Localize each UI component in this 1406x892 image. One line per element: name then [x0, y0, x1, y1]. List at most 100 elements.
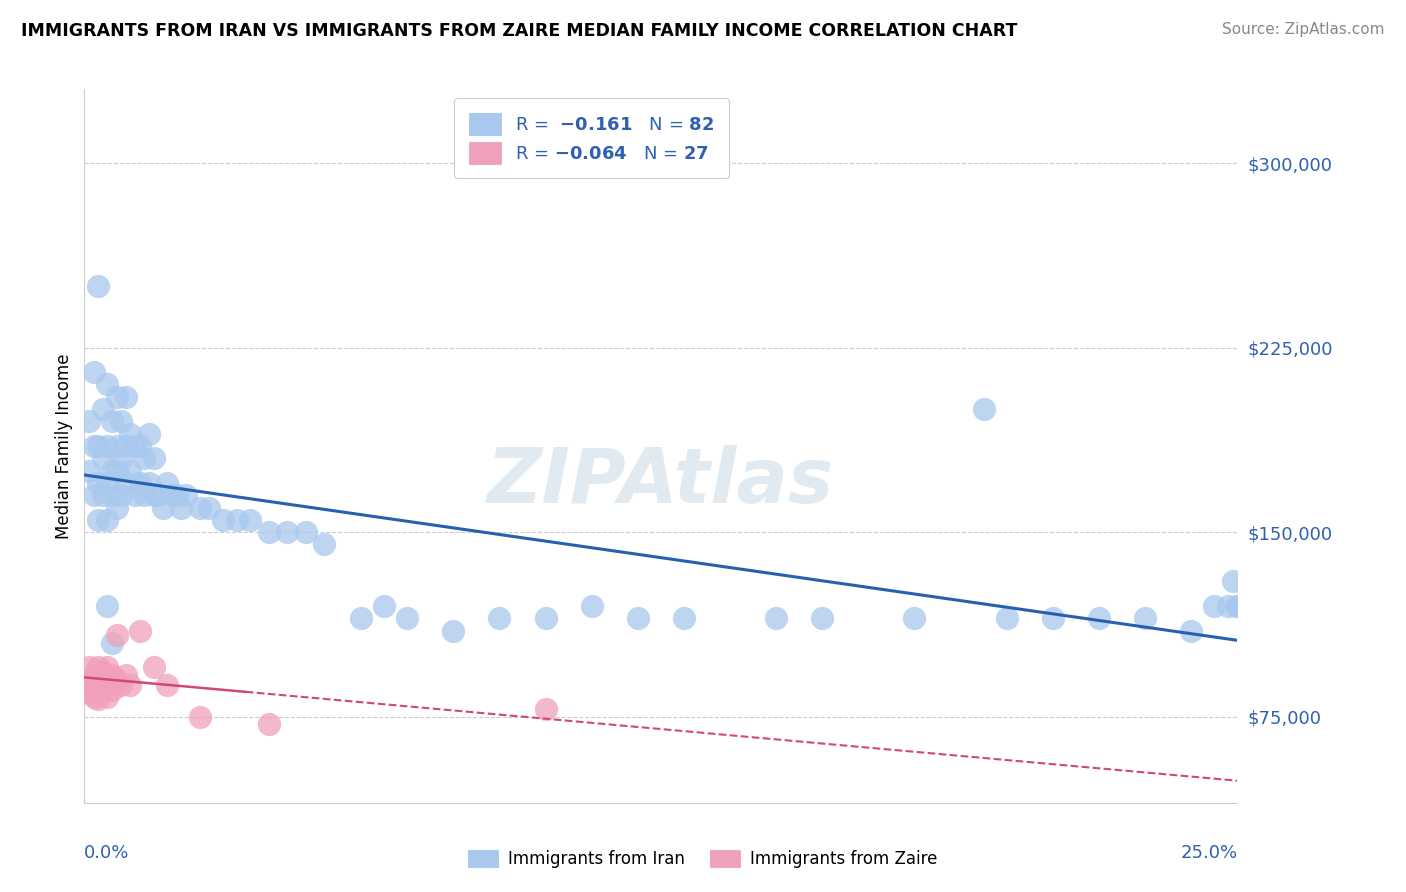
Point [115, 475, 138, 490]
Point [128, 624, 150, 638]
Point [995, 611, 1018, 625]
Point [101, 668, 124, 682]
Point [138, 475, 160, 490]
Point [101, 464, 124, 478]
Point [110, 451, 132, 466]
Point [170, 500, 193, 515]
Point [276, 525, 298, 540]
Legend: R =  $\bf{-0.161}$   N = $\bf{82}$, R = $\bf{-0.064}$   N = $\bf{27}$: R = $\bf{-0.161}$ N = $\bf{82}$, R = $\b… [454, 98, 730, 178]
Point [1042, 611, 1064, 625]
Text: IMMIGRANTS FROM IRAN VS IMMIGRANTS FROM ZAIRE MEDIAN FAMILY INCOME CORRELATION C: IMMIGRANTS FROM IRAN VS IMMIGRANTS FROM … [21, 22, 1018, 40]
Point [83, 690, 105, 704]
Point [115, 439, 138, 453]
Point [77, 685, 100, 699]
Point [1222, 574, 1244, 589]
Point [101, 636, 124, 650]
Point [77, 464, 100, 478]
Text: 0.0%: 0.0% [84, 845, 129, 863]
Point [124, 488, 146, 502]
Point [83, 488, 105, 502]
Point [91, 488, 114, 502]
Point [101, 488, 124, 502]
Point [101, 682, 124, 697]
Point [110, 678, 132, 692]
Point [142, 660, 165, 674]
Point [396, 611, 419, 625]
Point [1226, 599, 1249, 613]
Point [198, 500, 221, 515]
Point [257, 717, 280, 731]
Point [96, 660, 118, 674]
Point [87, 439, 110, 453]
Point [225, 513, 247, 527]
Point [96, 377, 118, 392]
Point [96, 439, 118, 453]
Point [174, 488, 197, 502]
Point [87, 660, 110, 674]
Text: 25.0%: 25.0% [1180, 845, 1237, 863]
Point [91, 402, 114, 417]
Point [257, 525, 280, 540]
Point [152, 500, 174, 515]
Point [1133, 611, 1156, 625]
Point [115, 668, 138, 682]
Point [142, 488, 165, 502]
Point [115, 390, 138, 404]
Point [294, 525, 316, 540]
Point [120, 678, 142, 692]
Point [1226, 599, 1249, 613]
Point [101, 414, 124, 428]
Legend: Immigrants from Iran, Immigrants from Zaire: Immigrants from Iran, Immigrants from Za… [461, 843, 945, 875]
Point [77, 414, 100, 428]
Point [87, 678, 110, 692]
Point [87, 692, 110, 706]
Point [96, 513, 118, 527]
Point [87, 279, 110, 293]
Point [166, 488, 188, 502]
Text: ZIPAtlas: ZIPAtlas [486, 445, 835, 518]
Point [903, 611, 925, 625]
Point [96, 475, 118, 490]
Y-axis label: Median Family Income: Median Family Income [55, 353, 73, 539]
Point [77, 660, 100, 674]
Point [1088, 611, 1111, 625]
Point [96, 690, 118, 704]
Point [128, 439, 150, 453]
Point [373, 599, 395, 613]
Point [134, 451, 156, 466]
Point [188, 709, 211, 723]
Point [110, 488, 132, 502]
Point [96, 599, 118, 613]
Point [156, 678, 179, 692]
Point [91, 680, 114, 694]
Point [120, 426, 142, 441]
Point [105, 628, 128, 642]
Point [314, 537, 336, 551]
Point [105, 673, 128, 687]
Point [1204, 599, 1226, 613]
Point [96, 678, 118, 692]
Point [211, 513, 233, 527]
Point [146, 488, 169, 502]
Point [105, 439, 128, 453]
Point [87, 513, 110, 527]
Point [110, 414, 132, 428]
Point [87, 475, 110, 490]
Point [77, 673, 100, 687]
Point [91, 665, 114, 680]
Point [124, 439, 146, 453]
Point [105, 390, 128, 404]
Point [188, 500, 211, 515]
Point [973, 402, 995, 417]
Point [128, 475, 150, 490]
Point [142, 451, 165, 466]
Point [83, 439, 105, 453]
Point [120, 464, 142, 478]
Point [83, 680, 105, 694]
Point [627, 611, 650, 625]
Point [134, 488, 156, 502]
Point [765, 611, 787, 625]
Point [83, 668, 105, 682]
Point [581, 599, 603, 613]
Point [138, 426, 160, 441]
